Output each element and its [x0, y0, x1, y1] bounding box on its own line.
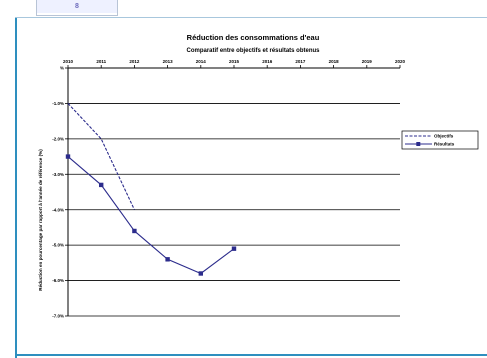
chart-subtitle: Comparatif entre objectifs et résultats …	[186, 48, 320, 54]
x-tick-label-9: 2019	[362, 59, 373, 64]
frame-bottom-border	[15, 354, 487, 356]
y-tick-label-2: -2.0%	[52, 136, 64, 141]
legend-label-2: Résultats	[434, 142, 455, 147]
axes	[65, 65, 401, 317]
data-point-2-4	[165, 257, 170, 262]
x-tick-labels: 2010 2011 2012 2013 2014 2015 2016 2017 2018 2019…	[63, 59, 406, 64]
x-tick-label-8: 2018	[329, 59, 340, 64]
x-tick-label-3: 2013	[163, 59, 174, 64]
frame-top-border	[15, 17, 487, 18]
y-tick-labels: % -1.0% -2.0% -3.0% -4.0% -5.0% -6.0% -7.0%	[52, 66, 64, 319]
sheet-tab-label: 8	[37, 0, 117, 13]
legend-label-1: Objectifs	[434, 134, 454, 139]
legend: Objectifs Résultats	[401, 130, 479, 150]
legend-marker-2	[416, 142, 421, 146]
x-tick-label-6: 2016	[262, 59, 273, 64]
grid-lines	[68, 103, 400, 317]
y-tick-label-6: -6.0%	[52, 278, 64, 283]
x-tick-label-7: 2017	[295, 59, 306, 64]
series-line-2	[67, 156, 235, 275]
sheet-tab[interactable]: 8	[36, 0, 118, 16]
x-tick-label-2: 2012	[129, 59, 140, 64]
data-point-2-6	[231, 246, 237, 251]
series-group	[65, 103, 237, 276]
x-tick-label-1: 2011	[96, 59, 106, 64]
y-tick-label-0: %	[60, 66, 64, 71]
x-tick-label-10: 2020	[395, 59, 406, 64]
x-tick-label-4: 2014	[196, 59, 207, 64]
chart-title: Réduction des consommations d'eau	[187, 33, 320, 42]
y-tick-label-1: -1.0%	[52, 101, 64, 106]
series-line-1	[67, 103, 135, 210]
data-point-2-3	[132, 228, 137, 234]
x-tick-label-0: 2010	[63, 59, 74, 64]
frame-left-border	[15, 18, 17, 358]
data-point-2-1	[65, 154, 71, 159]
y-tick-label-5: -5.0%	[52, 243, 64, 248]
y-tick-label-7: -7.0%	[52, 314, 64, 319]
y-tick-label-4: -4.0%	[52, 207, 64, 212]
y-tick-label-3: -3.0%	[52, 172, 64, 177]
y-axis-label: Réduction en pourcentage par rapport à l…	[38, 149, 43, 291]
data-point-2-5	[198, 271, 203, 276]
x-tick-label-5: 2015	[229, 59, 240, 64]
data-point-2-2	[99, 182, 104, 188]
